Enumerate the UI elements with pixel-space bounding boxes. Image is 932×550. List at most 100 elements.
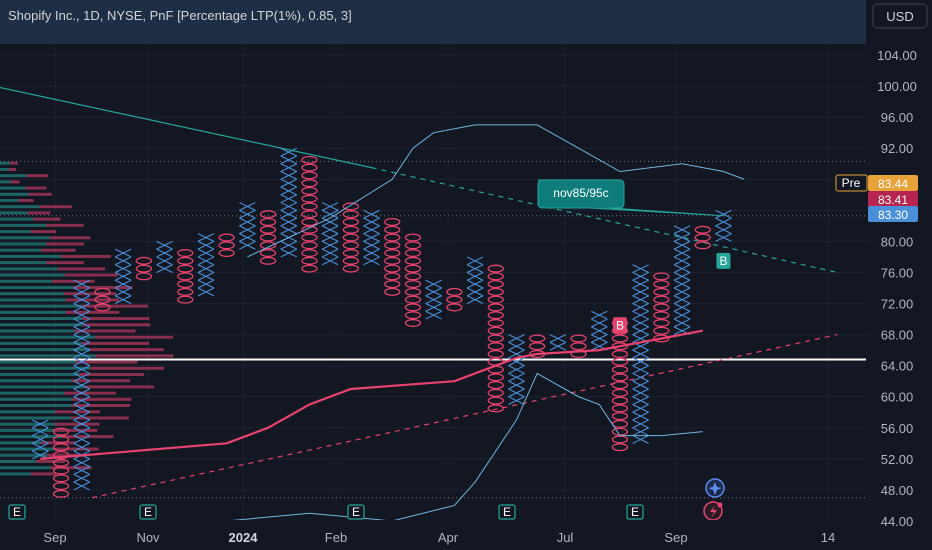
price-tick-label: 56.00 <box>881 421 914 436</box>
o-box <box>611 443 629 452</box>
o-box <box>384 256 401 265</box>
volume-bar-down <box>39 205 72 209</box>
x-box <box>73 334 90 343</box>
x-box <box>466 295 484 305</box>
x-box <box>73 349 90 359</box>
x-box <box>363 240 380 250</box>
o-box <box>653 334 670 343</box>
volume-bar-up <box>0 441 42 445</box>
o-box <box>301 155 318 164</box>
volume-bar-up <box>0 223 47 227</box>
o-box <box>487 272 504 281</box>
x-box <box>73 458 90 468</box>
x-box <box>156 248 173 258</box>
earnings-marker[interactable]: E <box>8 504 26 520</box>
dividend-dot <box>717 502 723 508</box>
volume-bar-down <box>79 372 145 376</box>
chart-title: Shopify Inc., 1D, NYSE, PnF [Percentage … <box>8 8 352 23</box>
buy-signal-badge[interactable]: B <box>716 252 731 269</box>
x-box <box>363 225 380 235</box>
o-box <box>218 241 235 250</box>
trendlines <box>0 86 866 499</box>
volume-bar-up <box>0 354 96 358</box>
o-box <box>404 311 422 320</box>
o-box <box>694 233 711 242</box>
volume-bar-down <box>52 279 95 283</box>
x-box <box>673 240 691 250</box>
o-box <box>529 334 546 343</box>
volume-bar-up <box>0 385 85 389</box>
x-box <box>673 318 691 328</box>
earnings-marker[interactable]: E <box>498 504 516 520</box>
event-icon[interactable] <box>705 478 725 498</box>
volume-bar-up <box>0 304 82 308</box>
o-box <box>611 357 629 366</box>
volume-bar-down <box>41 248 76 252</box>
o-box <box>342 225 360 234</box>
earnings-marker[interactable]: E <box>626 504 644 520</box>
o-box <box>384 264 401 273</box>
o-box <box>446 295 463 304</box>
x-box <box>73 295 90 305</box>
o-box <box>404 256 422 265</box>
sparkle-icon <box>708 482 722 495</box>
x-box <box>363 256 380 266</box>
o-box <box>384 287 401 296</box>
x-box <box>508 372 525 382</box>
pnf-column-x <box>197 233 215 297</box>
o-box <box>52 450 70 460</box>
x-box <box>425 279 442 289</box>
x-box <box>508 388 525 398</box>
x-box <box>239 202 256 211</box>
o-box <box>611 349 629 359</box>
o-box <box>487 404 504 413</box>
pnf-column-o <box>177 249 194 304</box>
x-box <box>239 217 256 227</box>
buy-signal-badge[interactable]: B <box>612 317 627 334</box>
price-tick-label: 52.00 <box>881 452 914 467</box>
o-box <box>52 466 70 475</box>
price-tick-label: 80.00 <box>881 234 914 249</box>
price-tick-label: 68.00 <box>881 328 914 343</box>
time-tick-label: Jul <box>557 530 574 545</box>
earnings-marker[interactable]: E <box>139 504 157 520</box>
x-box <box>632 279 649 289</box>
earnings-marker-box <box>626 504 644 520</box>
x-box <box>73 473 90 483</box>
dividend-icon[interactable] <box>703 501 723 521</box>
price-tick-label: 92.00 <box>881 141 914 156</box>
volume-bar-up <box>0 261 47 265</box>
callout-label: nov85/95c <box>553 186 608 200</box>
volume-bar-down <box>71 379 131 383</box>
o-box <box>301 225 318 234</box>
volume-bar-down <box>72 286 133 289</box>
x-box <box>73 466 90 475</box>
usd-button[interactable]: USD <box>872 3 928 29</box>
o-box <box>487 373 504 382</box>
x-box <box>363 233 380 242</box>
volume-bar-down <box>55 410 101 414</box>
o-box <box>487 388 504 397</box>
x-box <box>73 357 90 367</box>
o-box <box>259 256 277 265</box>
earnings-marker[interactable]: E <box>347 504 365 520</box>
o-box <box>694 241 711 250</box>
buy-signal-box <box>716 252 731 269</box>
teal-trendline-solid <box>0 86 372 169</box>
pnf-column-o <box>653 272 670 343</box>
x-box <box>715 209 732 219</box>
price-tick-label: 96.00 <box>881 110 914 125</box>
o-box <box>301 233 318 242</box>
o-box <box>611 342 629 351</box>
volume-bar-down <box>9 161 18 165</box>
x-box <box>280 248 297 258</box>
volume-bar-down <box>82 341 150 345</box>
volume-bar-up <box>0 211 28 215</box>
x-box <box>73 279 90 289</box>
o-box <box>342 264 360 273</box>
price-tick-label: 64.00 <box>881 359 914 374</box>
pnf-column-x <box>280 147 297 258</box>
volume-bar-down <box>53 428 98 432</box>
o-box <box>259 210 277 219</box>
